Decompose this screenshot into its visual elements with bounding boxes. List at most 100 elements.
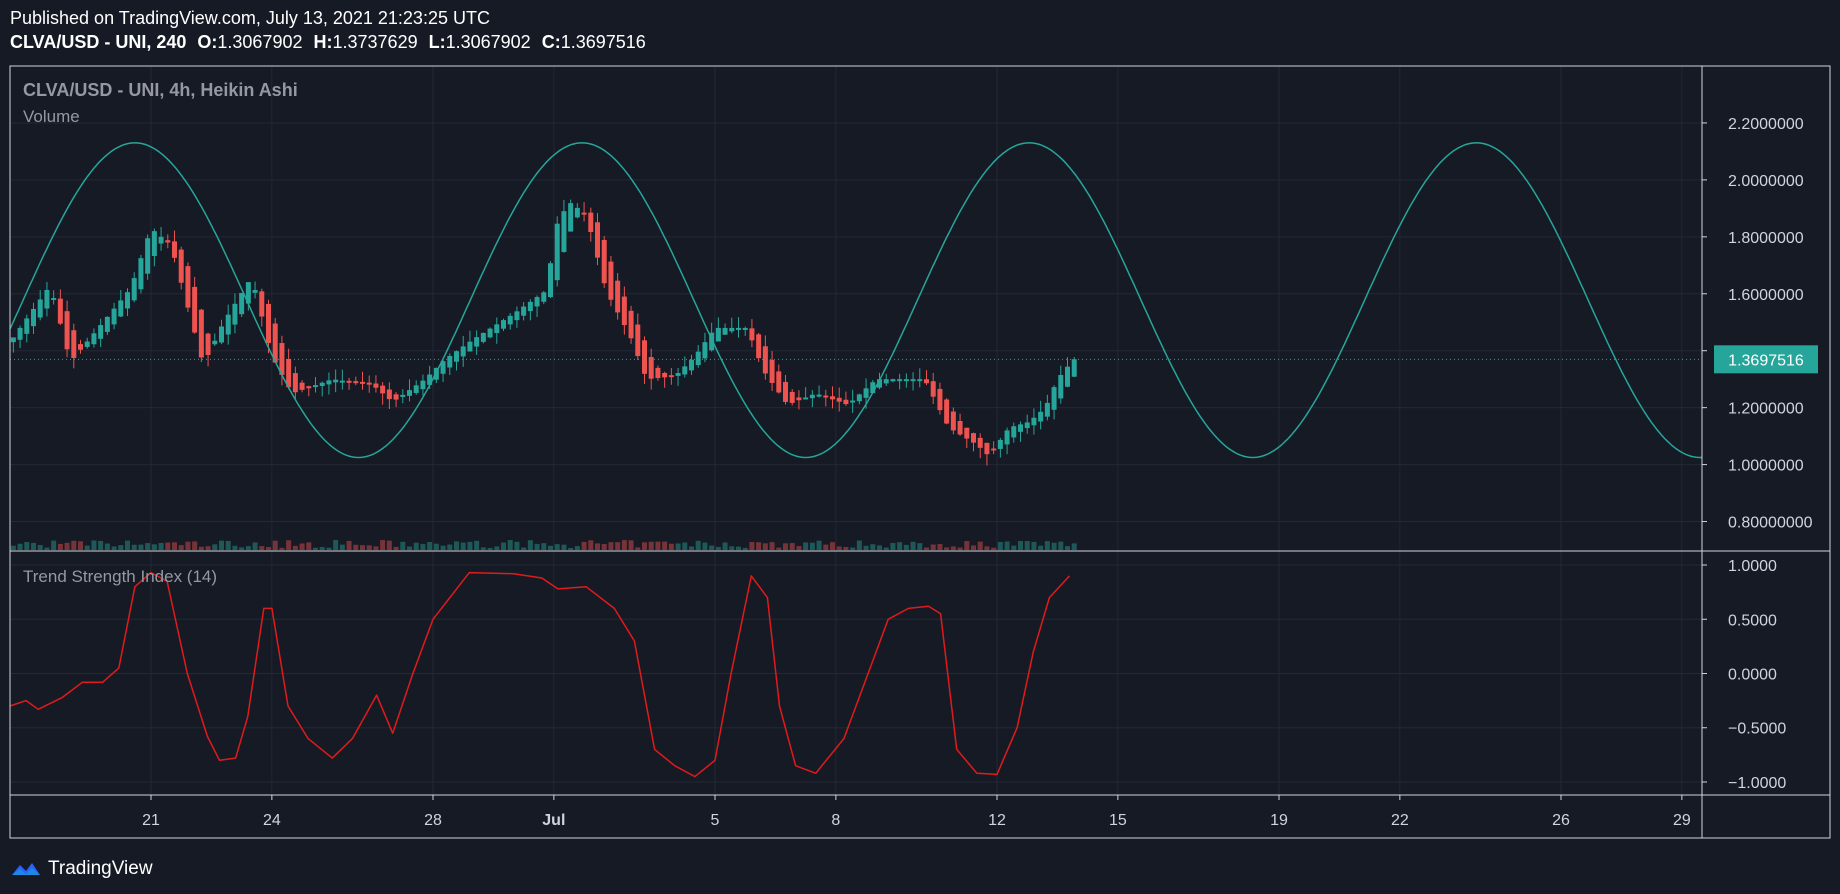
- candle-body: [480, 332, 486, 342]
- time-tick-label: 19: [1270, 812, 1288, 829]
- candle-body: [64, 311, 70, 350]
- volume-bar: [346, 540, 352, 550]
- volume-bar: [393, 546, 399, 550]
- candle-body: [877, 379, 882, 388]
- volume-bar: [883, 547, 889, 550]
- candle-body: [326, 380, 332, 385]
- candle-body: [1044, 402, 1050, 417]
- legend-labels: CLVA/USD - UNI, 4h, Heikin Ashi Volume Tre…: [23, 80, 298, 586]
- outer-frame: [9, 65, 1831, 839]
- volume-bar: [541, 543, 547, 550]
- candle-body: [574, 207, 580, 218]
- candle-body: [796, 397, 802, 401]
- volume-bar: [971, 545, 976, 550]
- candle-body: [615, 280, 621, 313]
- volume-bar: [507, 540, 513, 550]
- published-info: Published on TradingView.com, July 13, 2…: [10, 8, 490, 28]
- candle-body: [749, 328, 755, 341]
- candle-body: [823, 395, 829, 398]
- volume-bar: [400, 541, 406, 550]
- candle-body: [407, 390, 412, 396]
- candle-body: [722, 327, 728, 335]
- footer-brand: TradingView: [48, 858, 153, 879]
- volume-bar: [937, 544, 943, 550]
- time-tick-label: 22: [1391, 812, 1409, 829]
- candle-body: [212, 340, 218, 345]
- candle-body: [588, 212, 594, 232]
- volume-bar: [259, 546, 265, 550]
- volume-bar: [232, 545, 238, 550]
- volume-bar: [1024, 541, 1030, 550]
- volume-bar: [407, 546, 412, 550]
- volume-bar: [306, 542, 312, 550]
- ohlc-open-value: 1.3067902: [217, 32, 303, 52]
- candle-body: [595, 222, 600, 258]
- volume-bar: [877, 545, 882, 550]
- volume-bar: [816, 540, 822, 550]
- candle-body: [957, 420, 963, 435]
- volume-bar: [850, 547, 856, 550]
- candle-body: [165, 240, 171, 243]
- candle-body: [924, 379, 929, 384]
- price-tick-label: 0.80000000: [1728, 515, 1813, 532]
- candle-body: [836, 397, 842, 402]
- candle-body: [313, 385, 318, 388]
- candle-body: [198, 309, 204, 358]
- volume-bar: [924, 547, 929, 550]
- candle-body: [286, 358, 292, 388]
- volume-bar: [279, 547, 285, 550]
- candle-body: [568, 203, 574, 232]
- volume-bar: [863, 545, 869, 550]
- volume-bar: [601, 544, 607, 550]
- volume-bar: [272, 540, 278, 550]
- candle-body: [816, 394, 822, 397]
- volume-bar: [380, 540, 386, 550]
- candle-body: [883, 379, 889, 384]
- volume-bar: [615, 542, 621, 550]
- candle-body: [460, 346, 466, 357]
- volume-bar: [642, 542, 647, 550]
- current-price-label: 1.3697516: [1728, 352, 1804, 369]
- volume-bar: [494, 546, 500, 550]
- candle-body: [561, 211, 567, 252]
- ohlc-low: L:1.3067902: [429, 32, 531, 52]
- candle-body: [507, 315, 513, 325]
- volume-bar: [903, 544, 909, 550]
- volume-bar: [24, 541, 30, 550]
- price-tick-label: 1.6000000: [1728, 287, 1804, 304]
- volume-bar: [756, 542, 762, 550]
- candle-body: [494, 324, 500, 334]
- candle-body: [501, 320, 506, 329]
- volume-bar: [595, 543, 600, 550]
- candle-body: [709, 332, 715, 351]
- volume-bar: [104, 543, 110, 550]
- candle-body: [1011, 426, 1017, 438]
- candle-body: [682, 366, 688, 375]
- volume-bar: [145, 543, 151, 550]
- ohlc-high-value: 1.3737629: [332, 32, 418, 52]
- volume-bar: [648, 541, 654, 550]
- candle-body: [71, 330, 77, 358]
- volume-bar: [534, 543, 540, 550]
- candle-body: [266, 303, 271, 344]
- ohlc-close: C:1.3697516: [542, 32, 646, 52]
- ohlc-open: O:1.3067902: [197, 32, 302, 52]
- volume-bar: [373, 546, 379, 550]
- candle-body: [930, 381, 936, 397]
- volume-bar: [621, 540, 627, 550]
- candle-body: [662, 372, 668, 378]
- volume-bar: [64, 542, 70, 550]
- volume-bar: [823, 544, 829, 550]
- volume-bar: [554, 544, 560, 550]
- candle-body: [695, 351, 701, 366]
- volume-bar: [715, 546, 721, 550]
- volume-bar: [326, 547, 332, 550]
- volume-bar: [51, 540, 57, 550]
- volume-bar: [198, 546, 204, 550]
- candle-body: [1051, 387, 1057, 410]
- candle-body: [205, 333, 211, 355]
- volume-bar: [769, 542, 775, 550]
- volume-bar: [910, 541, 916, 550]
- candle-body: [353, 381, 359, 384]
